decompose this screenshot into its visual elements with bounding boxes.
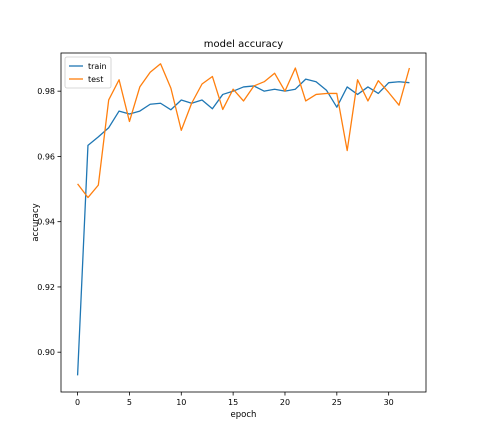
x-tick-label: 25	[332, 398, 342, 407]
y-tick-label: 0.96	[37, 152, 55, 161]
x-tick-label: 0	[75, 398, 80, 407]
plot-layer: 0 5 10 15 20 25 30 0.90 0.92 0.94 0.96 0.98 train tes…	[37, 52, 427, 407]
x-tick-label: 30	[384, 398, 394, 407]
series-line-test	[77, 63, 411, 199]
x-axis-label: epoch	[231, 410, 257, 420]
x-tick-label: 15	[228, 398, 238, 407]
legend-label-test: test	[88, 75, 103, 84]
y-axis-label: accuracy	[31, 203, 41, 241]
axes-frame	[60, 52, 427, 393]
legend-box	[64, 56, 112, 89]
y-tick-label: 0.92	[37, 283, 55, 292]
x-tick-label: 20	[280, 398, 290, 407]
x-tick-label: 10	[176, 398, 186, 407]
y-tick-label: 0.98	[37, 87, 55, 96]
legend-label-train: train	[88, 62, 107, 71]
y-tick-label: 0.94	[37, 218, 55, 227]
chart-title: model accuracy	[204, 39, 284, 50]
y-tick-label: 0.90	[37, 348, 55, 357]
series-line-train	[76, 78, 410, 376]
x-tick-label: 5	[127, 398, 132, 407]
